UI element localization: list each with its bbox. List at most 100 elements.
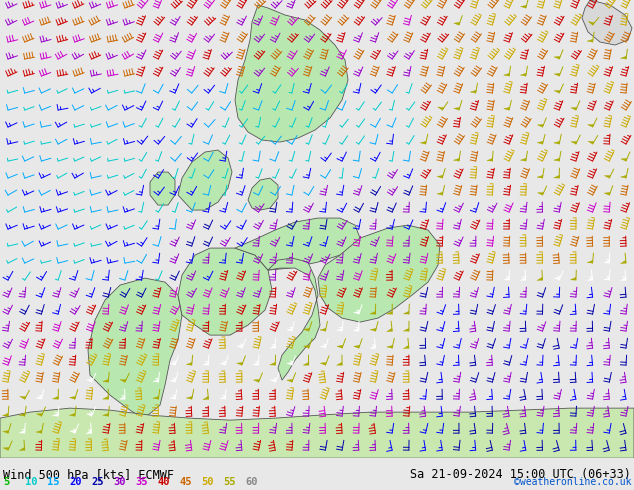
- Text: Wind 500 hPa [kts] ECMWF: Wind 500 hPa [kts] ECMWF: [3, 468, 174, 481]
- Polygon shape: [587, 39, 593, 42]
- Polygon shape: [621, 260, 626, 264]
- Polygon shape: [170, 396, 176, 399]
- Polygon shape: [248, 178, 278, 210]
- Polygon shape: [219, 396, 226, 399]
- Polygon shape: [320, 363, 327, 365]
- Polygon shape: [571, 107, 577, 110]
- Polygon shape: [304, 328, 309, 331]
- Polygon shape: [538, 193, 544, 195]
- Polygon shape: [621, 158, 627, 161]
- Polygon shape: [437, 175, 443, 178]
- Polygon shape: [254, 380, 260, 382]
- Polygon shape: [521, 277, 526, 281]
- Polygon shape: [170, 363, 176, 365]
- Polygon shape: [470, 90, 476, 93]
- Polygon shape: [69, 414, 75, 416]
- Polygon shape: [554, 56, 560, 59]
- Polygon shape: [86, 430, 91, 434]
- Polygon shape: [86, 414, 93, 416]
- Polygon shape: [3, 430, 9, 433]
- Text: 40: 40: [157, 477, 169, 487]
- Polygon shape: [170, 379, 176, 382]
- Polygon shape: [53, 396, 58, 399]
- Polygon shape: [337, 328, 342, 331]
- Polygon shape: [203, 362, 209, 365]
- Polygon shape: [554, 277, 560, 280]
- Polygon shape: [604, 260, 609, 263]
- Polygon shape: [153, 396, 158, 399]
- Text: 45: 45: [179, 477, 191, 487]
- Polygon shape: [103, 379, 108, 382]
- Text: Sa 21-09-2024 15:00 UTC (06+33): Sa 21-09-2024 15:00 UTC (06+33): [410, 468, 631, 481]
- Polygon shape: [270, 380, 276, 382]
- Polygon shape: [437, 193, 443, 195]
- Polygon shape: [269, 345, 275, 348]
- Polygon shape: [621, 175, 626, 178]
- Polygon shape: [103, 414, 108, 416]
- Polygon shape: [287, 328, 292, 331]
- Polygon shape: [538, 124, 543, 127]
- Polygon shape: [553, 158, 560, 161]
- Polygon shape: [604, 193, 611, 195]
- Polygon shape: [537, 175, 543, 178]
- Polygon shape: [269, 362, 275, 365]
- Polygon shape: [178, 248, 272, 335]
- Polygon shape: [120, 380, 126, 382]
- Polygon shape: [621, 56, 626, 59]
- Polygon shape: [268, 258, 320, 380]
- Polygon shape: [88, 278, 182, 415]
- Polygon shape: [370, 328, 376, 331]
- Polygon shape: [537, 277, 543, 280]
- Polygon shape: [36, 396, 42, 399]
- Polygon shape: [521, 5, 526, 8]
- Polygon shape: [604, 277, 609, 280]
- Polygon shape: [587, 277, 593, 281]
- Polygon shape: [53, 414, 58, 416]
- Polygon shape: [303, 362, 309, 365]
- Polygon shape: [571, 142, 577, 144]
- Polygon shape: [487, 158, 493, 161]
- Polygon shape: [553, 175, 559, 178]
- Polygon shape: [318, 225, 440, 322]
- Polygon shape: [403, 311, 409, 314]
- Polygon shape: [253, 362, 259, 365]
- Polygon shape: [503, 73, 510, 76]
- Polygon shape: [19, 447, 25, 450]
- Polygon shape: [186, 396, 192, 399]
- Polygon shape: [304, 345, 309, 348]
- Polygon shape: [3, 447, 9, 450]
- Text: 50: 50: [201, 477, 214, 487]
- Polygon shape: [236, 345, 243, 348]
- Polygon shape: [521, 74, 526, 76]
- Polygon shape: [387, 328, 392, 332]
- Polygon shape: [287, 380, 293, 382]
- Polygon shape: [370, 311, 375, 314]
- Polygon shape: [621, 277, 626, 281]
- Polygon shape: [220, 363, 226, 365]
- Polygon shape: [0, 408, 634, 458]
- Polygon shape: [571, 277, 576, 280]
- Polygon shape: [354, 345, 359, 348]
- Polygon shape: [537, 141, 543, 144]
- Polygon shape: [454, 23, 460, 25]
- Polygon shape: [554, 91, 560, 93]
- Polygon shape: [235, 5, 348, 142]
- Text: ©weatheronline.co.uk: ©weatheronline.co.uk: [514, 477, 631, 487]
- Polygon shape: [203, 396, 209, 400]
- Text: 5: 5: [3, 477, 10, 487]
- Polygon shape: [403, 345, 409, 349]
- Polygon shape: [19, 414, 25, 416]
- Polygon shape: [387, 311, 392, 314]
- Polygon shape: [20, 396, 26, 399]
- Polygon shape: [588, 124, 594, 127]
- Polygon shape: [178, 150, 232, 210]
- Text: 35: 35: [135, 477, 148, 487]
- Polygon shape: [420, 141, 426, 144]
- Polygon shape: [119, 396, 125, 399]
- Polygon shape: [36, 414, 42, 416]
- Polygon shape: [370, 345, 375, 349]
- Polygon shape: [19, 430, 25, 433]
- Polygon shape: [387, 345, 392, 348]
- Text: 55: 55: [223, 477, 235, 487]
- Text: 25: 25: [91, 477, 103, 487]
